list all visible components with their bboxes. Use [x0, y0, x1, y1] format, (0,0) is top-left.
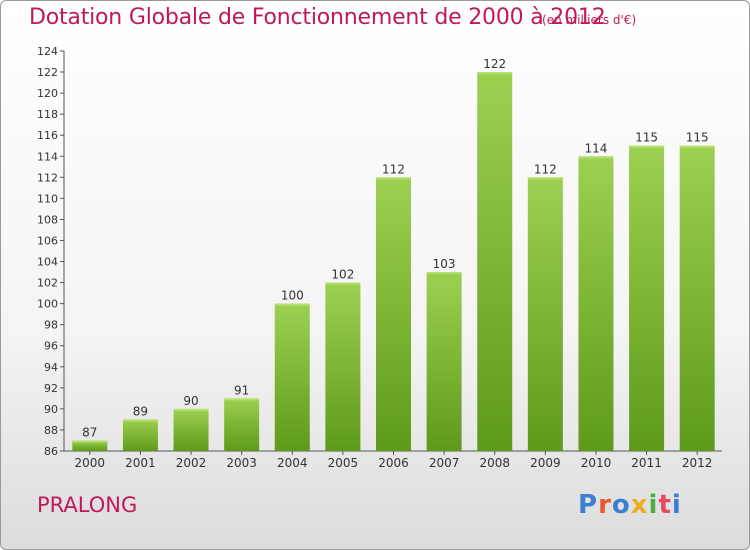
- y-tick-label: 124: [37, 45, 58, 58]
- bar-2005: [325, 282, 361, 451]
- brand-letter: i: [648, 490, 659, 520]
- bar-top-2008: [477, 72, 513, 75]
- y-tick-label: 100: [37, 298, 58, 311]
- y-tick-label: 92: [44, 382, 58, 395]
- brand-logo[interactable]: Proxiti: [578, 490, 682, 520]
- bar-top-2006: [376, 177, 411, 180]
- bar-top-2002: [173, 408, 209, 411]
- y-tick-label: 108: [37, 213, 58, 226]
- y-tick-label: 96: [44, 340, 58, 353]
- y-tick-label: 94: [44, 361, 58, 374]
- value-label-2006: 112: [382, 162, 405, 176]
- bar-top-2000: [72, 440, 108, 443]
- x-tick-label-2008: 2008: [479, 456, 510, 470]
- bar-2004: [274, 303, 310, 451]
- bar-2010: [578, 156, 614, 451]
- bar-2012: [679, 145, 715, 451]
- y-tick-label: 118: [37, 108, 58, 121]
- x-tick-label-2011: 2011: [631, 456, 662, 470]
- brand-letter: o: [611, 490, 631, 520]
- brand-letter: i: [671, 490, 682, 520]
- bar-2000: [72, 440, 108, 451]
- x-tick-label-2010: 2010: [581, 456, 612, 470]
- chart-axes: 86 88 90 92 94 96 98 100 102 104 106 108 110 112 114 11…: [37, 45, 722, 470]
- chart-title: Dotation Globale de Fonctionnement de 20…: [29, 5, 606, 30]
- value-label-2011: 115: [635, 131, 658, 145]
- bar-top-2009: [527, 177, 563, 180]
- bar-top-2012: [679, 145, 715, 148]
- y-tick-label: 104: [37, 256, 58, 269]
- brand-letter: x: [630, 490, 649, 520]
- bar-top-2007: [426, 272, 462, 275]
- value-label-2010: 114: [585, 141, 608, 155]
- x-tick-label-2003: 2003: [226, 456, 257, 470]
- x-tick-label-2005: 2005: [328, 456, 359, 470]
- value-label-2003: 91: [234, 383, 249, 397]
- y-tick-label: 98: [44, 319, 58, 332]
- x-tick-label-2007: 2007: [429, 456, 460, 470]
- y-tick-label: 102: [37, 277, 58, 290]
- x-tick-label-2006: 2006: [378, 456, 409, 470]
- bar-2008: [477, 72, 513, 451]
- x-tick-label-2000: 2000: [75, 456, 106, 470]
- bar-2009: [527, 177, 563, 451]
- bar-top-2005: [325, 282, 361, 285]
- value-label-2009: 112: [534, 162, 557, 176]
- bar-top-2011: [629, 145, 665, 148]
- bar-2007: [426, 272, 462, 451]
- x-tick-label-2004: 2004: [277, 456, 308, 470]
- y-tick-label: 90: [44, 403, 58, 416]
- commune-name: PRALONG: [37, 493, 138, 517]
- value-label-2001: 89: [133, 404, 148, 418]
- y-tick-label: 114: [37, 150, 58, 163]
- x-tick-label-2001: 2001: [125, 456, 156, 470]
- value-label-2007: 103: [433, 257, 456, 271]
- y-tick-label: 122: [37, 66, 58, 79]
- x-tick-label-2002: 2002: [176, 456, 207, 470]
- bar-top-2001: [122, 419, 158, 422]
- y-tick-label: 86: [44, 445, 58, 458]
- y-tick-label: 112: [37, 171, 58, 184]
- bar-top-2010: [578, 156, 614, 159]
- value-label-2005: 102: [331, 268, 354, 282]
- value-label-2002: 90: [183, 394, 198, 408]
- brand-letter: t: [658, 490, 672, 520]
- bar-top-2004: [274, 303, 310, 306]
- bar-2011: [629, 145, 665, 451]
- y-tick-label: 116: [37, 129, 58, 142]
- brand-letter: r: [598, 490, 612, 520]
- chart-subtitle: (en milliers d'€): [542, 13, 637, 27]
- value-label-2008: 122: [483, 57, 506, 71]
- bar-2006: [376, 177, 411, 451]
- bar-top-2003: [224, 398, 260, 401]
- value-label-2012: 115: [686, 131, 709, 145]
- bar-2003: [224, 398, 260, 451]
- brand-letter: P: [578, 490, 599, 520]
- y-tick-label: 88: [44, 424, 58, 437]
- bar-2002: [173, 408, 209, 451]
- value-label-2000: 87: [82, 425, 97, 439]
- y-tick-label: 110: [37, 192, 58, 205]
- chart-bars: 87 89 90 91 100 102 112 103 122 112 114 115 115: [72, 57, 715, 451]
- y-tick-label: 120: [37, 87, 58, 100]
- y-tick-label: 106: [37, 234, 58, 247]
- x-tick-label-2009: 2009: [530, 456, 561, 470]
- x-tick-label-2012: 2012: [682, 456, 713, 470]
- bar-2001: [122, 419, 158, 451]
- value-label-2004: 100: [281, 289, 304, 303]
